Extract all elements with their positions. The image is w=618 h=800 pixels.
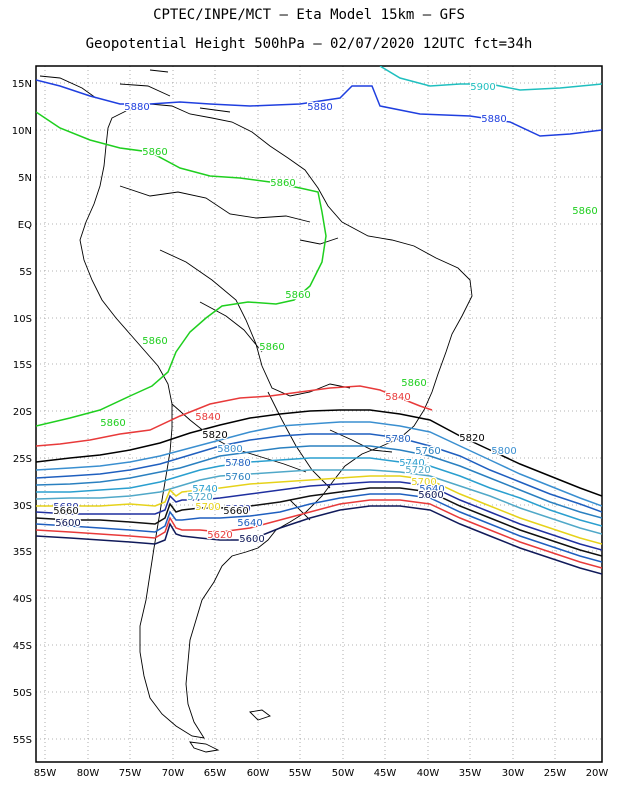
contour-5860 [36, 111, 327, 427]
contour-label-5840: 5840 [195, 412, 220, 423]
contour-label-5620: 5620 [207, 530, 232, 541]
contour-label-5600: 5600 [239, 534, 264, 545]
falkland-islands [249, 709, 271, 721]
contour-label-5800: 5800 [217, 444, 242, 455]
contour-label-5720: 5720 [405, 465, 430, 476]
lon-label: 55W [289, 768, 312, 779]
contour-labels: 5900 5880 5880 5880 5860 5860 5860 5860 5860 5860… [52, 81, 599, 547]
lon-label: 50W [332, 768, 355, 779]
contour-label-5600: 5600 [55, 518, 80, 529]
contour-label-5780: 5780 [385, 434, 410, 445]
contour-5680 [36, 481, 602, 551]
contour-label-5860: 5860 [142, 147, 167, 158]
contour-label-5880: 5880 [481, 114, 506, 125]
contour-5820 [36, 409, 602, 497]
contour-label-5660: 5660 [53, 506, 78, 517]
country-borders [119, 185, 393, 521]
contour-label-5820: 5820 [202, 430, 227, 441]
contour-label-5860: 5860 [285, 290, 310, 301]
contour-5660 [36, 487, 602, 557]
lat-label: 15S [13, 360, 32, 371]
lat-label: 25S [13, 454, 32, 465]
contour-label-5760: 5760 [225, 472, 250, 483]
contour-5760 [36, 445, 602, 519]
lon-label: 60W [247, 768, 270, 779]
contour-label-5780: 5780 [225, 458, 250, 469]
latitude-labels: 15N 10N 5N EQ 5S 10S 15S 20S 25S 30S 35S… [12, 79, 32, 746]
contour-5740 [36, 457, 602, 527]
lon-label: 80W [77, 768, 100, 779]
contour-5700 [36, 475, 602, 545]
contour-label-5820: 5820 [459, 433, 484, 444]
contour-label-5860: 5860 [572, 206, 597, 217]
contour-lines [36, 66, 602, 575]
contour-label-5860: 5860 [401, 378, 426, 389]
contour-label-5760: 5760 [415, 446, 440, 457]
lat-label: 10S [13, 314, 32, 325]
plot-frame [35, 65, 603, 763]
contour-5900 [379, 66, 602, 91]
title-line-2: Geopotential Height 500hPa – 02/07/2020 … [85, 36, 533, 52]
grid-lines [36, 66, 602, 762]
lat-label: 10N [12, 126, 32, 137]
lat-label: 45S [13, 641, 32, 652]
lat-label: 40S [13, 594, 32, 605]
lat-label: 55S [13, 735, 32, 746]
lon-label: 20W [586, 768, 609, 779]
lon-label: 75W [119, 768, 142, 779]
coastlines [39, 69, 473, 753]
south-america-coastline [79, 103, 473, 739]
contour-label-5880: 5880 [307, 102, 332, 113]
contour-label-5860: 5860 [100, 418, 125, 429]
lat-label: 5S [19, 267, 32, 278]
contour-5880 [36, 79, 602, 137]
contour-label-5860: 5860 [259, 342, 284, 353]
contour-5720 [36, 469, 602, 535]
lon-label: 35W [459, 768, 482, 779]
caribbean-islands [39, 69, 231, 113]
contour-label-5700: 5700 [411, 477, 436, 488]
tierra-del-fuego [189, 741, 220, 753]
longitude-labels: 85W 80W 75W 70W 65W 60W 55W 50W 45W 40W … [34, 768, 609, 779]
lon-label: 45W [374, 768, 397, 779]
contour-label-5660: 5660 [223, 506, 248, 517]
contour-label-5860: 5860 [270, 178, 295, 189]
contour-label-5640: 5640 [419, 484, 444, 495]
contour-label-5740: 5740 [192, 484, 217, 495]
contour-5840 [36, 385, 433, 447]
lon-label: 70W [162, 768, 185, 779]
lat-label: 5N [18, 173, 32, 184]
contour-label-5900: 5900 [470, 82, 495, 93]
contour-5800 [36, 421, 602, 507]
contour-label-5840: 5840 [385, 392, 410, 403]
lat-label: EQ [18, 220, 32, 231]
lat-label: 20S [13, 407, 32, 418]
lon-label: 25W [544, 768, 567, 779]
contour-label-5600: 5600 [418, 490, 443, 501]
lon-label: 30W [502, 768, 525, 779]
contour-label-5680: 5680 [53, 502, 78, 513]
contour-5620 [36, 499, 602, 569]
contour-label-5700: 5700 [195, 502, 220, 513]
lon-label: 40W [417, 768, 440, 779]
contour-label-5860: 5860 [142, 336, 167, 347]
contour-label-5880: 5880 [124, 102, 149, 113]
contour-label-5740: 5740 [399, 458, 424, 469]
contour-label-5680: 5680 [225, 504, 250, 515]
lat-label: 35S [13, 547, 32, 558]
contour-5640 [36, 493, 602, 563]
lat-label: 50S [13, 688, 32, 699]
lon-label: 85W [34, 768, 57, 779]
contour-5780 [36, 433, 602, 513]
lon-label: 65W [204, 768, 227, 779]
title-line-1: CPTEC/INPE/MCT – Eta Model 15km – GFS [153, 7, 465, 23]
contour-label-5720: 5720 [187, 492, 212, 503]
contour-label-5640: 5640 [237, 518, 262, 529]
lat-label: 30S [13, 501, 32, 512]
contour-label-5800: 5800 [491, 446, 516, 457]
contour-5600 [36, 505, 602, 575]
lat-label: 15N [12, 79, 32, 90]
